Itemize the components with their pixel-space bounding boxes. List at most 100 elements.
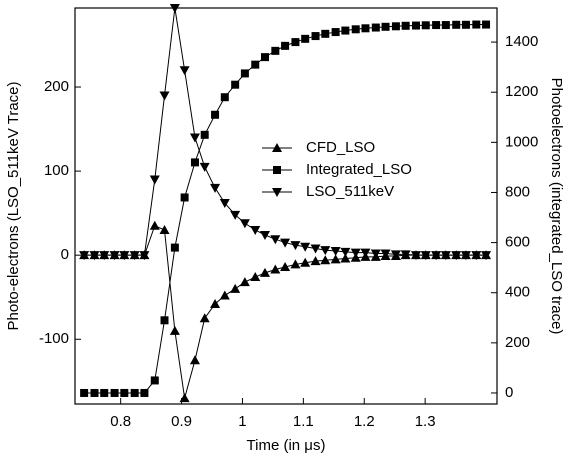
y-tick-label: 0 [61, 246, 69, 263]
data-point [230, 210, 241, 220]
data-point [431, 251, 442, 261]
data-point [189, 355, 200, 365]
data-point [259, 231, 270, 241]
data-point [80, 388, 89, 397]
data-point [159, 91, 170, 101]
data-point [391, 22, 400, 31]
data-point [440, 251, 451, 261]
x-tick-label: 1.1 [293, 413, 314, 430]
y2-tick-label: 0 [505, 384, 513, 401]
data-point [361, 24, 370, 33]
data-point [140, 388, 149, 397]
data-point [340, 253, 351, 263]
data-point [210, 183, 221, 193]
y-tick-label: -100 [39, 330, 69, 347]
data-point [481, 251, 492, 261]
data-point [321, 29, 330, 38]
data-point [130, 388, 139, 397]
data-point [291, 38, 300, 47]
data-point [239, 277, 250, 287]
data-point [411, 251, 422, 261]
data-point [200, 130, 209, 139]
data-point [301, 34, 310, 43]
data-point [119, 251, 130, 261]
data-point [451, 251, 462, 261]
y-tick-label: 100 [44, 162, 69, 179]
data-point [109, 251, 120, 261]
data-point [210, 298, 221, 308]
data-point [149, 220, 160, 230]
data-point [420, 251, 431, 261]
data-point [380, 249, 391, 259]
data-point [129, 251, 140, 261]
data-point [471, 251, 482, 261]
data-point [461, 20, 470, 29]
data-point [472, 20, 481, 29]
y2-tick-label: 1400 [505, 33, 538, 50]
data-point [390, 250, 401, 260]
data-point [311, 32, 320, 41]
data-point [400, 250, 411, 260]
y-axis-label: Photo-electrons (LSO_511keV Trace) [5, 81, 22, 330]
x-tick-label: 0.8 [110, 413, 131, 430]
data-point [310, 244, 321, 254]
data-point [250, 272, 261, 282]
data-point [169, 325, 180, 335]
legend-label: LSO_511keV [306, 183, 394, 200]
data-point [240, 69, 249, 78]
data-point [220, 93, 229, 102]
data-point [300, 242, 311, 252]
data-point [170, 243, 179, 252]
data-point [110, 388, 119, 397]
data-point [371, 23, 380, 32]
data-point [341, 26, 350, 35]
data-point [331, 28, 340, 37]
legend-marker [273, 166, 281, 174]
data-point [370, 249, 381, 259]
y2-axis-label: Photoelectrons (integrated_LSO trace) [548, 78, 565, 335]
y2-tick-label: 200 [505, 334, 530, 351]
data-point [280, 261, 291, 271]
x-tick-label: 1.3 [415, 413, 436, 430]
data-point [100, 388, 109, 397]
data-point [99, 251, 110, 261]
y2-tick-label: 400 [505, 284, 530, 301]
x-tick-label: 1.2 [354, 413, 375, 430]
data-point [330, 246, 341, 256]
data-point [231, 80, 240, 89]
data-point [199, 313, 210, 323]
y2-tick-label: 1200 [505, 83, 538, 100]
data-point [120, 388, 129, 397]
data-point [149, 175, 160, 185]
data-point [460, 251, 471, 261]
data-point [250, 225, 261, 235]
data-point [260, 53, 269, 62]
data-point [179, 66, 190, 76]
data-point [211, 110, 220, 119]
data-point [351, 25, 360, 34]
data-point [219, 290, 230, 300]
data-point [239, 219, 250, 229]
data-point [300, 257, 311, 267]
data-point [259, 267, 270, 277]
data-point [452, 20, 461, 29]
data-point [290, 259, 301, 269]
x-axis-label: Time (in μs) [247, 437, 326, 454]
data-point [180, 193, 189, 202]
y2-tick-label: 1000 [505, 133, 538, 150]
plot-frame [74, 7, 498, 405]
data-point [320, 246, 331, 256]
series-line [84, 24, 487, 394]
data-point [150, 376, 159, 385]
data-point [139, 251, 150, 261]
data-point [179, 393, 190, 403]
data-point [482, 20, 491, 29]
data-point [271, 46, 280, 55]
y-tick-label: 200 [44, 78, 69, 95]
data-point [270, 264, 281, 274]
data-point [280, 238, 291, 248]
x-tick-label: 0.9 [171, 413, 192, 430]
data-point [330, 254, 341, 264]
